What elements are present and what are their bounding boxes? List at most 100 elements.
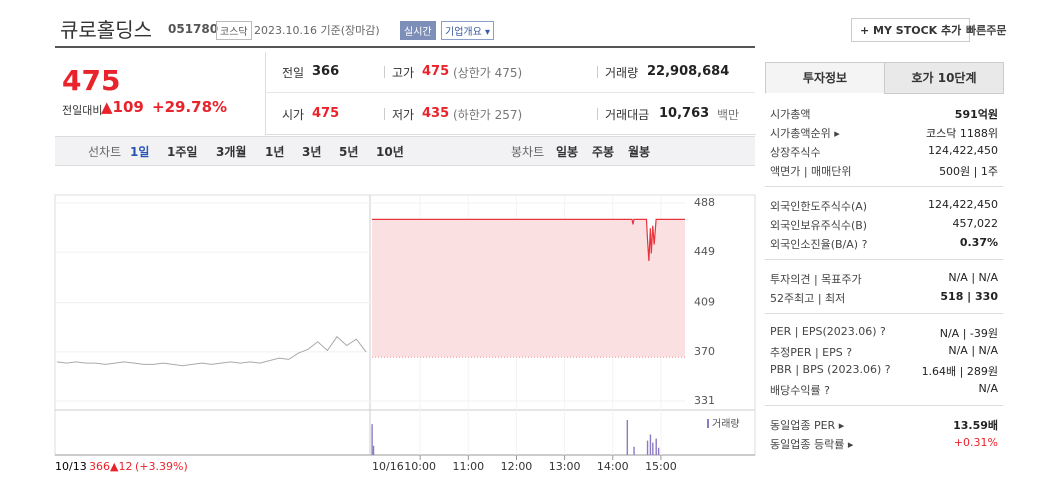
invest-value: N/A xyxy=(978,382,998,395)
volume-bar xyxy=(371,424,373,455)
period-tab[interactable]: 3년 xyxy=(302,145,322,159)
summary-note: (상한가 475) xyxy=(453,66,523,80)
invest-value: 457,022 xyxy=(952,217,999,230)
period-tab[interactable]: 3개월 xyxy=(216,145,247,159)
summary-value: 366 xyxy=(312,64,340,79)
volume-bar xyxy=(655,438,657,455)
mystock-button[interactable]: + MY STOCK 추가 xyxy=(851,18,971,42)
x-tick-label: 12:00 xyxy=(501,460,533,473)
invest-value: 1.64배 | 289원 xyxy=(921,365,998,378)
summary-label: 시가 xyxy=(282,108,305,122)
change-rate: +29.78% xyxy=(152,98,228,116)
volume-bar xyxy=(372,445,375,455)
invest-label: 외국인소진율(B/A) ? xyxy=(770,238,868,251)
stock-name: 큐로홀딩스 xyxy=(60,18,152,42)
summary-label: 전일 xyxy=(282,66,305,80)
period-tab[interactable]: 1일 xyxy=(130,145,150,159)
change: ▲109 xyxy=(101,98,144,116)
chart: 488 449 409 370 331 10:00 11:00 12:00 13:00 14:00… xyxy=(54,194,756,473)
invest-value: 124,422,450 xyxy=(928,198,998,211)
invest-label: 외국인한도주식수(A) xyxy=(770,200,868,213)
invest-value: N/A | N/A xyxy=(948,271,998,284)
y-tick-label: 449 xyxy=(694,245,715,258)
x-tick-label: 10:00 xyxy=(404,460,436,473)
invest-value: +0.31% xyxy=(953,436,998,449)
summary-label: 고가 xyxy=(392,66,415,80)
invest-tab[interactable]: 투자정보 xyxy=(765,62,885,94)
invest-value: 124,422,450 xyxy=(928,144,998,157)
summary-value: 475 xyxy=(312,106,340,121)
price-area xyxy=(372,219,685,357)
summary-label: 거래량 xyxy=(605,66,639,80)
period-tab[interactable]: 10년 xyxy=(376,145,404,159)
day-label: 10/16 xyxy=(372,460,404,473)
invest-label: 투자의견 | 목표주가 xyxy=(770,273,862,286)
period-tab[interactable]: 1주일 xyxy=(167,145,198,159)
summary-box xyxy=(265,52,756,135)
prev-day-line xyxy=(56,335,367,367)
candle-tab[interactable]: 일봉 xyxy=(556,145,579,159)
invest-value: 500원 | 1주 xyxy=(939,165,998,178)
x-tick-label: 11:00 xyxy=(452,460,484,473)
group-divider xyxy=(765,186,1003,187)
invest-label: PBR | BPS (2023.06) ? xyxy=(770,363,891,376)
summary-note: 백만 xyxy=(717,108,740,122)
summary-value: 22,908,684 xyxy=(647,64,730,79)
volume-bar xyxy=(649,434,652,455)
invest-label: PER | EPS(2023.06) ? xyxy=(770,325,886,338)
market-badge: 코스닥 xyxy=(216,21,252,40)
period-tab[interactable]: 1년 xyxy=(265,145,285,159)
x-tick-label: 13:00 xyxy=(549,460,581,473)
separator xyxy=(384,108,385,120)
y-tick-label: 409 xyxy=(694,296,715,309)
invest-value: 591억원 xyxy=(954,108,998,121)
invest-label: 외국인보유주식수(B) xyxy=(770,219,868,232)
candle-chart-label: 봉차트 xyxy=(511,145,545,159)
separator xyxy=(597,108,598,120)
invest-tab[interactable]: 호가 10단계 xyxy=(884,62,1004,94)
volume-legend: 거래량 xyxy=(712,418,740,430)
group-divider xyxy=(765,259,1003,260)
volume-bar xyxy=(633,446,635,455)
prev-day-change: ▲12 xyxy=(110,460,132,473)
y-tick-label: 331 xyxy=(694,394,715,407)
group-divider xyxy=(765,313,1003,314)
candle-tab[interactable]: 월봉 xyxy=(628,145,651,159)
volume-legend-swatch xyxy=(707,419,709,428)
separator xyxy=(597,66,598,78)
candle-tab[interactable]: 주봉 xyxy=(592,145,615,159)
chart-tabs xyxy=(55,136,755,166)
price-line xyxy=(372,218,685,262)
summary-note: (하한가 257) xyxy=(453,108,523,122)
separator xyxy=(384,66,385,78)
summary-value: 475 xyxy=(422,64,450,79)
prev-day-close: 366 xyxy=(89,460,110,473)
volume-bar xyxy=(626,420,629,455)
overview-button[interactable]: 기업개요 ▾ xyxy=(441,21,494,40)
invest-value: 코스닥 1188위 xyxy=(926,127,998,140)
invest-value: N/A | -39원 xyxy=(939,327,998,340)
invest-label: 동일업종 등락률 ▸ xyxy=(770,438,854,451)
invest-label: 추정PER | EPS ? xyxy=(770,346,853,359)
y-tick-label: 488 xyxy=(694,196,715,209)
prev-day-rate: (+3.39%) xyxy=(135,460,188,473)
line-chart-label: 선차트 xyxy=(88,145,122,159)
summary-label: 거래대금 xyxy=(605,108,650,122)
invest-value: 518 | 330 xyxy=(940,290,998,303)
x-tick-label: 14:00 xyxy=(597,460,629,473)
summary-divider xyxy=(265,92,755,93)
invest-label: 액면가 | 매매단위 xyxy=(770,165,852,178)
volume-bar xyxy=(646,440,649,455)
summary-value: 435 xyxy=(422,106,450,121)
volume-bar xyxy=(652,442,654,455)
realtime-badge[interactable]: 실시간 xyxy=(400,21,436,40)
group-divider xyxy=(765,405,1003,406)
volume-bar xyxy=(657,447,660,455)
quick-order[interactable]: 빠른주문 xyxy=(966,24,1007,37)
period-tab[interactable]: 5년 xyxy=(339,145,359,159)
date: 2023.10.16 기준(장마감) xyxy=(254,24,380,37)
invest-value: 13.59배 xyxy=(953,419,998,432)
invest-value: 0.37% xyxy=(959,236,998,249)
invest-label: 상장주식수 xyxy=(770,146,821,159)
